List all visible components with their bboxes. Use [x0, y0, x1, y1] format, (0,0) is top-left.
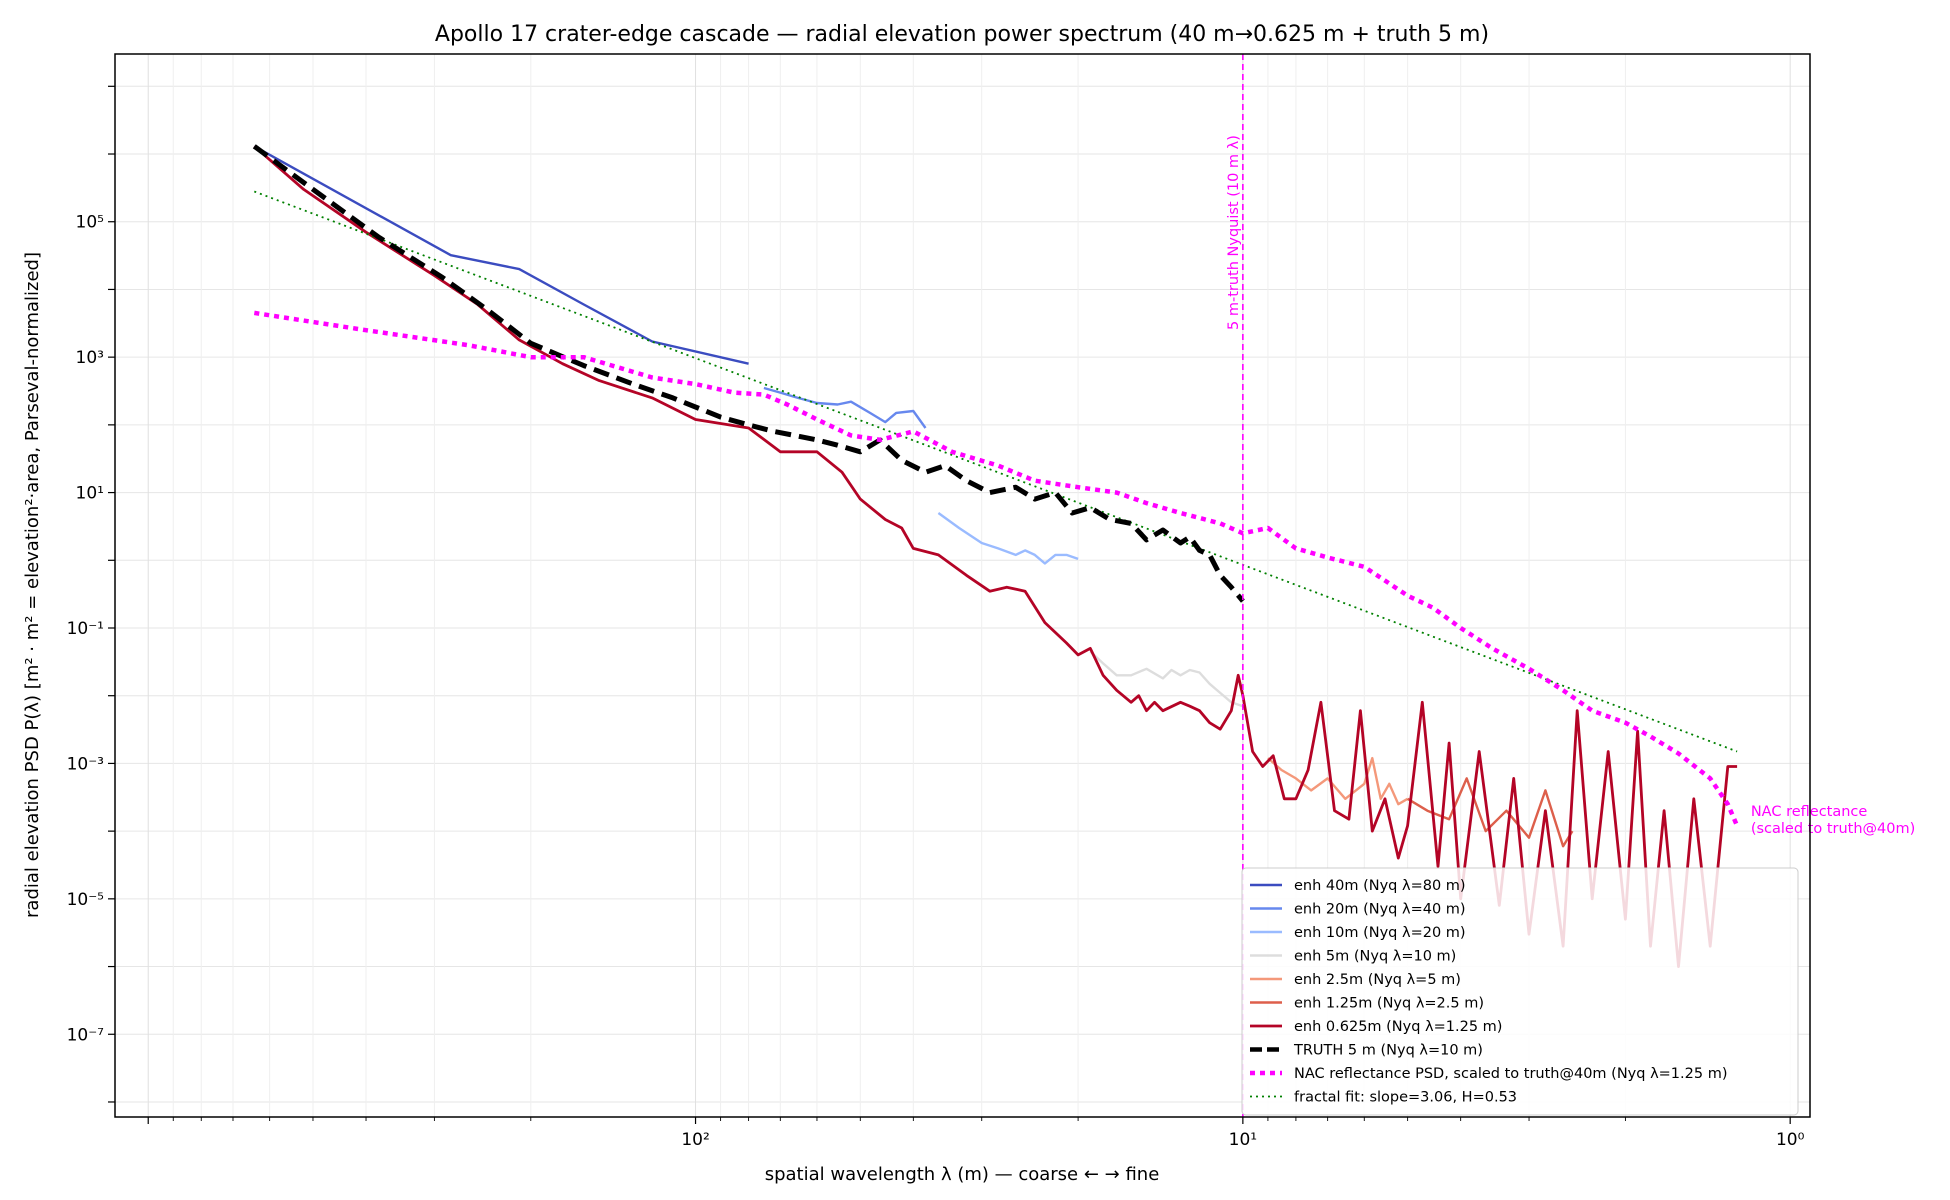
- ticks: 10² 10¹ 10⁰ 10⁵ 10³ 10¹ 10⁻¹ 10⁻³ 10⁻⁵ 10⁻⁷: [67, 85, 1805, 1150]
- y-tick-label: 10⁻⁷: [67, 1025, 105, 1045]
- plot-frame: [114, 53, 1811, 1118]
- plot-area: [252, 144, 1740, 968]
- series-line-elev-6: [253, 145, 1738, 968]
- legend: enh 40m (Nyq λ=80 m) enh 20m (Nyq λ=40 m)…: [1241, 867, 1799, 1116]
- series-group: [252, 144, 1740, 968]
- legend-label: enh 10m (Nyq λ=20 m): [1294, 925, 1466, 941]
- series-line-fit-9: [253, 190, 1738, 753]
- series-line-truth-7: [252, 144, 1245, 603]
- legend-label: enh 5m (Nyq λ=10 m): [1294, 949, 1456, 965]
- series-line-elev-0: [253, 145, 749, 365]
- y-tick-label: 10⁻¹: [67, 619, 104, 639]
- legend-label: enh 0.625m (Nyq λ=1.25 m): [1294, 1019, 1502, 1035]
- x-tick-label: 10¹: [1229, 1130, 1257, 1150]
- legend-label: enh 2.5m (Nyq λ=5 m): [1294, 972, 1461, 988]
- nyquist-label: 5 m-truth Nyquist (10 m λ): [1226, 135, 1242, 330]
- legend-label: fractal fit: slope=3.06, H=0.53: [1294, 1090, 1517, 1106]
- legend-label: TRUTH 5 m (Nyq λ=10 m): [1293, 1043, 1483, 1059]
- y-tick-label: 10⁵: [76, 213, 104, 233]
- y-tick-label: 10¹: [76, 484, 104, 504]
- x-axis-label: spatial wavelength λ (m) — coarse ← → fi…: [765, 1164, 1160, 1185]
- legend-label: enh 40m (Nyq λ=80 m): [1294, 878, 1466, 894]
- y-tick-label: 10⁻⁵: [67, 890, 104, 910]
- series-line-elev-4: [1267, 756, 1409, 806]
- chart-title: Apollo 17 crater-edge cascade — radial e…: [435, 22, 1489, 47]
- legend-label: enh 20m (Nyq λ=40 m): [1294, 902, 1466, 918]
- nac-annotation-line: NAC reflectance: [1751, 804, 1868, 820]
- series-line-elev-2: [937, 512, 1079, 565]
- y-tick-label: 10³: [76, 348, 104, 368]
- legend-label: NAC reflectance PSD, scaled to truth@40m…: [1294, 1066, 1727, 1082]
- series-line-elev-1: [763, 386, 927, 429]
- nac-annotation-line: (scaled to truth@40m): [1751, 821, 1915, 837]
- series-line-elev-5: [1406, 777, 1574, 848]
- legend-label: enh 1.25m (Nyq λ=2.5 m): [1294, 996, 1484, 1012]
- series-line-nac-8: [253, 310, 1740, 827]
- x-tick-label: 10²: [681, 1130, 709, 1150]
- series-line-elev-3: [1089, 650, 1244, 708]
- y-tick-label: 10⁻³: [67, 754, 104, 774]
- legend-box: [1241, 867, 1799, 1116]
- y-axis-label: radial elevation PSD P(λ) [m² · m² = ele…: [22, 252, 43, 918]
- x-tick-label: 10⁰: [1776, 1130, 1805, 1150]
